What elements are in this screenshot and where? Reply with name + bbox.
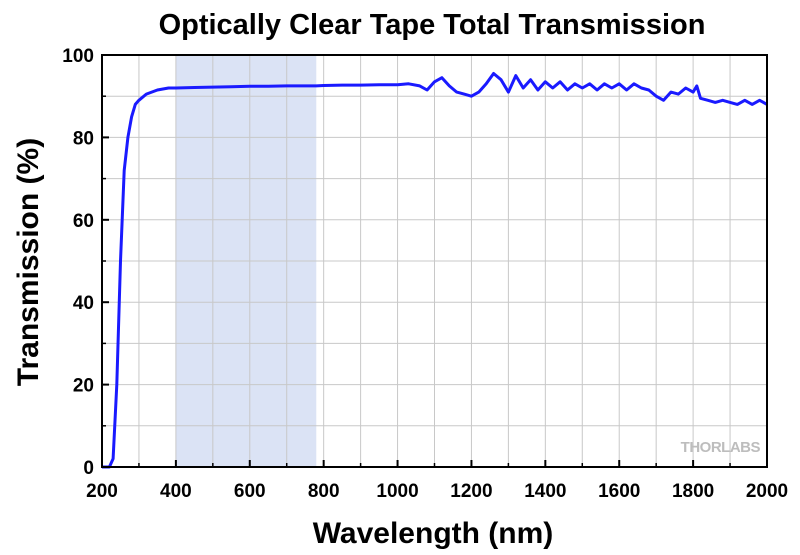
- x-tick-label: 400: [160, 481, 192, 502]
- tick-marks: [101, 54, 768, 468]
- x-tick-label: 200: [86, 481, 118, 502]
- x-axis-label: Wavelength (nm): [313, 517, 554, 550]
- chart-title: Optically Clear Tape Total Transmission: [159, 9, 706, 41]
- y-tick-label: 80: [73, 128, 94, 149]
- x-tick-label: 600: [234, 481, 266, 502]
- thorlabs-watermark: THORLABS: [681, 439, 761, 456]
- y-tick-labels: 0 20 40 60 80 100: [62, 46, 94, 479]
- y-axis-label: Transmission (%): [12, 138, 45, 386]
- x-tick-label: 1400: [524, 481, 566, 502]
- x-tick-labels: 200 400 600 800 1000 1200 1400 1600 1800 2000: [86, 481, 788, 502]
- y-tick-label: 100: [62, 46, 94, 67]
- x-tick-label: 1200: [450, 481, 492, 502]
- y-tick-label: 60: [73, 211, 94, 232]
- x-tick-label: 1600: [598, 481, 640, 502]
- x-tick-label: 1800: [672, 481, 714, 502]
- y-tick-label: 20: [73, 376, 94, 397]
- y-tick-label: 40: [73, 293, 94, 314]
- x-tick-label: 800: [308, 481, 340, 502]
- x-tick-label: 1000: [376, 481, 418, 502]
- transmission-line: [102, 72, 768, 469]
- x-tick-label: 2000: [746, 481, 788, 502]
- y-tick-label: 0: [83, 458, 94, 479]
